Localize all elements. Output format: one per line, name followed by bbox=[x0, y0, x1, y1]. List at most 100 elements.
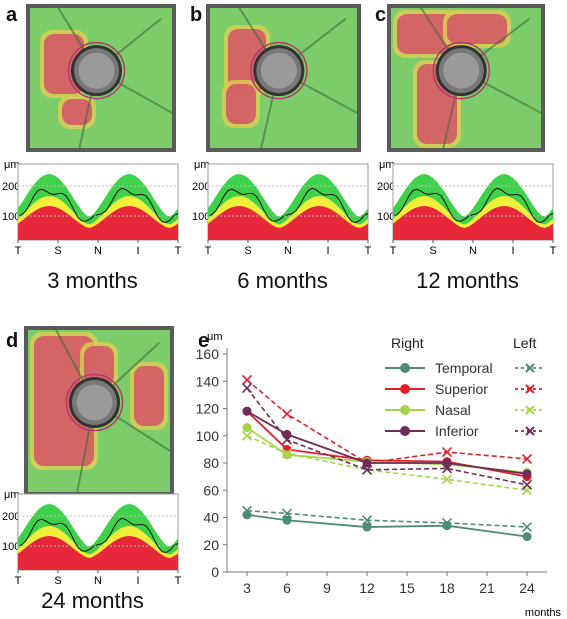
point-right-temporal bbox=[242, 510, 252, 520]
caption-a: 3 months bbox=[47, 268, 138, 293]
mini-x-tick: I bbox=[136, 245, 139, 257]
tsnit-graph: μm 200 100 T S N I T bbox=[2, 489, 182, 587]
mini-y-tick: 100 bbox=[2, 211, 20, 223]
mini-unit-label: μm bbox=[4, 159, 20, 171]
y-tick-label: 120 bbox=[196, 401, 220, 417]
mini-x-tick: N bbox=[94, 245, 102, 257]
mini-x-tick: T bbox=[550, 245, 557, 257]
panel-label-d: d bbox=[6, 330, 19, 352]
mini-graph-c: μm 200 100 T S N I T bbox=[375, 158, 560, 266]
legend-label: Nasal bbox=[435, 402, 471, 418]
caption-b: 6 months bbox=[237, 268, 328, 293]
point-right-temporal bbox=[282, 515, 292, 525]
fundus-drawing bbox=[26, 3, 177, 153]
mini-x-tick: I bbox=[511, 245, 514, 257]
point-right-inferior bbox=[242, 406, 252, 416]
mini-y-tick: 100 bbox=[2, 541, 20, 553]
panel-c: c μm 200 100 T S N I T 12 months bbox=[375, 0, 565, 300]
point-left-superior bbox=[521, 453, 533, 464]
legend-label: Temporal bbox=[435, 360, 493, 376]
caption-c: 12 months bbox=[416, 268, 519, 293]
x-tick-label: 9 bbox=[323, 580, 331, 596]
point-left-nasal bbox=[441, 474, 453, 485]
mini-y-tick: 200 bbox=[2, 181, 20, 193]
legend-marker-left bbox=[525, 426, 535, 436]
mini-x-tick: S bbox=[54, 575, 61, 587]
fundus-drawing bbox=[24, 325, 175, 497]
y-tick-label: 160 bbox=[196, 346, 220, 362]
point-right-temporal bbox=[522, 532, 532, 542]
point-left-inferior bbox=[241, 382, 253, 394]
point-left-temporal bbox=[281, 508, 293, 519]
fundus-drawing bbox=[206, 3, 362, 153]
mini-x-tick: T bbox=[15, 575, 22, 587]
panel-label-e: e bbox=[198, 330, 210, 352]
y-tick-label: 60 bbox=[203, 482, 219, 498]
x-axis-label: months bbox=[525, 607, 562, 619]
tsnit-graph: μm 200 100 T S N I T bbox=[2, 159, 182, 257]
line-chart: μm months 0 20 40 60 80 100 120 140 160 3 6 9 12 15 18 21… bbox=[196, 331, 562, 619]
point-left-superior bbox=[281, 408, 293, 420]
point-right-inferior bbox=[282, 429, 292, 439]
point-right-nasal bbox=[242, 423, 252, 433]
point-right-inferior bbox=[362, 458, 372, 468]
mini-y-tick: 200 bbox=[2, 511, 20, 523]
mini-x-tick: T bbox=[175, 575, 182, 587]
mini-x-tick: N bbox=[94, 575, 102, 587]
point-right-inferior bbox=[442, 458, 452, 468]
mini-y-tick: 200 bbox=[377, 181, 395, 193]
mini-x-tick: T bbox=[205, 245, 212, 257]
point-left-inferior bbox=[361, 464, 373, 475]
x-tick-label: 18 bbox=[439, 580, 455, 596]
point-left-nasal bbox=[241, 430, 253, 441]
point-left-temporal bbox=[521, 521, 533, 533]
mini-x-tick: T bbox=[15, 245, 22, 257]
legend-marker-right bbox=[400, 426, 410, 436]
point-right-inferior bbox=[522, 469, 532, 479]
mini-x-tick: T bbox=[365, 245, 372, 257]
fundus-image-a bbox=[26, 3, 177, 153]
mini-x-tick: I bbox=[136, 575, 139, 587]
point-right-temporal bbox=[362, 522, 372, 532]
mini-y-tick: 200 bbox=[192, 181, 210, 193]
mini-unit-label: μm bbox=[194, 159, 210, 171]
legend-label: Superior bbox=[435, 381, 488, 397]
mini-x-tick: S bbox=[429, 245, 436, 257]
legend-marker-left bbox=[525, 405, 535, 415]
caption-d: 24 months bbox=[41, 588, 144, 613]
panel-a: a μm 200 100 T S N I T 3 months bbox=[0, 0, 185, 300]
y-tick-label: 140 bbox=[196, 373, 220, 389]
panel-label-b: b bbox=[190, 4, 203, 26]
series-line-left-inferior bbox=[246, 387, 528, 486]
x-tick-label: 6 bbox=[283, 580, 291, 596]
x-tick-label: 12 bbox=[359, 580, 375, 596]
mini-y-tick: 100 bbox=[192, 211, 210, 223]
panel-b: b μm 200 100 T S N I T 6 months bbox=[190, 0, 375, 300]
legend-header-right: Right bbox=[391, 335, 424, 351]
mini-x-tick: S bbox=[244, 245, 251, 257]
fundus-drawing bbox=[387, 3, 546, 153]
mini-x-tick: I bbox=[326, 245, 329, 257]
tsnit-graph: μm 200 100 T S N I T bbox=[377, 159, 557, 257]
panel-e: e μm months 0 20 40 60 80 100 120 140 160 3 6 9 12 15 18… bbox=[195, 318, 567, 619]
panel-label-a: a bbox=[6, 4, 18, 26]
y-tick-label: 40 bbox=[203, 510, 219, 526]
x-tick-label: 15 bbox=[399, 580, 415, 596]
mini-graph-d: μm 200 100 T S N I T bbox=[0, 488, 185, 596]
mini-unit-label: μm bbox=[379, 159, 395, 171]
panel-d: d μm 200 100 T S N I T 24 months bbox=[0, 318, 185, 618]
legend-marker-left bbox=[525, 384, 535, 394]
legend-label: Inferior bbox=[435, 423, 479, 439]
mini-unit-label: μm bbox=[4, 489, 20, 501]
mini-x-tick: N bbox=[284, 245, 292, 257]
fundus-image-d bbox=[24, 325, 175, 497]
point-left-superior bbox=[441, 447, 453, 458]
y-tick-label: 100 bbox=[196, 428, 220, 444]
point-left-temporal bbox=[361, 515, 373, 526]
legend-marker-right bbox=[400, 363, 410, 373]
legend-marker-right bbox=[400, 384, 410, 394]
point-left-inferior bbox=[521, 479, 533, 490]
y-tick-label: 80 bbox=[203, 455, 219, 471]
mini-x-tick: T bbox=[390, 245, 397, 257]
mini-y-tick: 100 bbox=[377, 211, 395, 223]
